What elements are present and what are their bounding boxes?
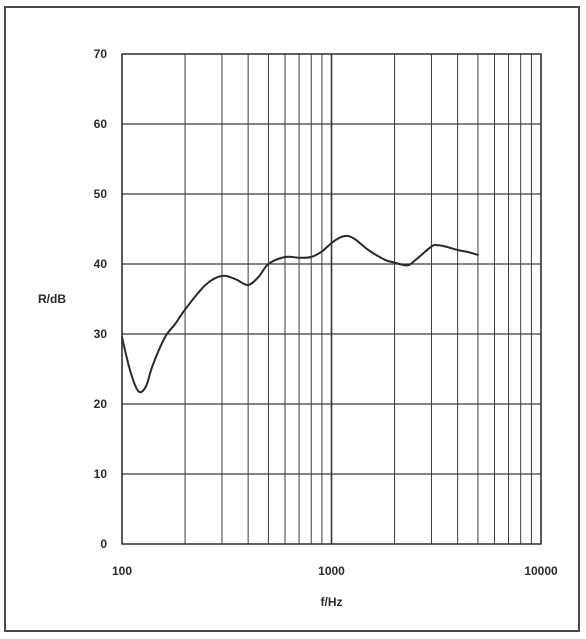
y-tick-label: 60 [94,117,108,131]
y-tick-label: 0 [100,537,107,551]
y-axis-label: R/dB [38,292,66,306]
x-tick-label: 10000 [524,564,558,578]
x-tick-label: 1000 [318,564,345,578]
y-tick-label: 30 [94,327,108,341]
grid-lines [121,53,542,545]
x-tick-label: 100 [112,564,132,578]
y-tick-label: 20 [94,397,108,411]
figure-frame [4,6,580,632]
plot-border [121,53,542,545]
y-tick-label: 10 [94,467,108,481]
y-tick-label: 50 [94,187,108,201]
y-tick-label: 40 [94,257,108,271]
x-axis-label: f/Hz [321,595,343,609]
series-line [121,234,479,394]
tick-labels: 0 10 20 30 40 50 60 70 100 1000 10000 [94,47,558,578]
y-tick-label: 70 [94,47,108,61]
